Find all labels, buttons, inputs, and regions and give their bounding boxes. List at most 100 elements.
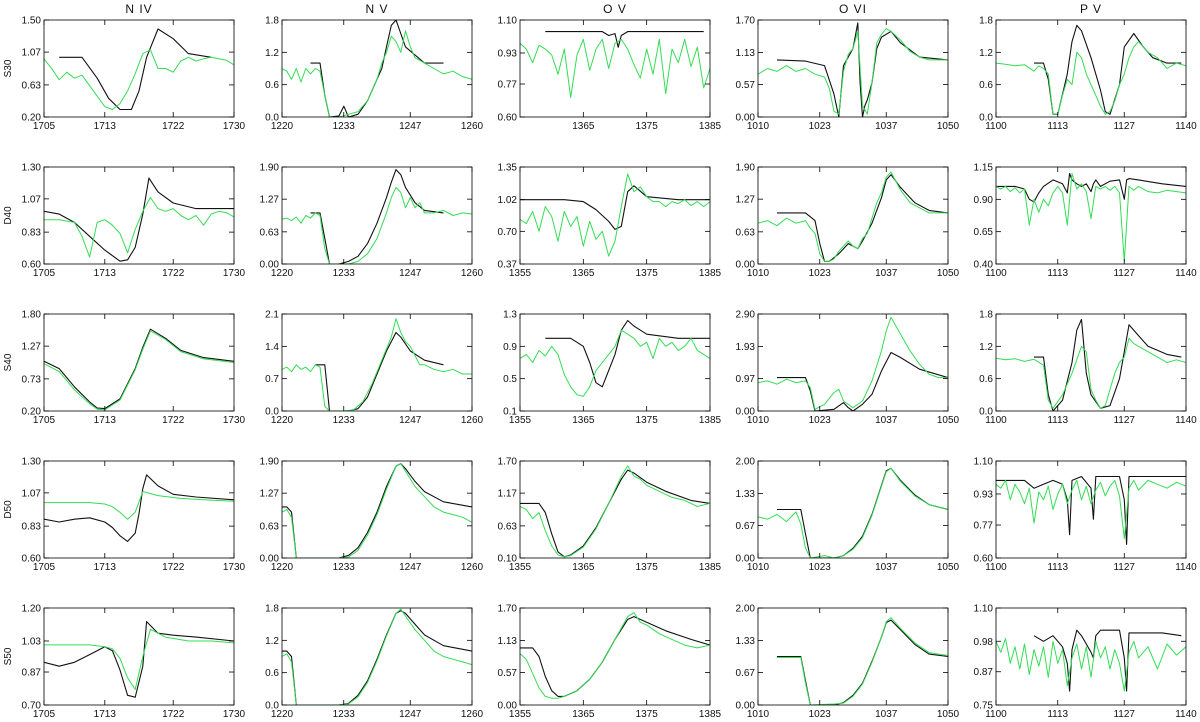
- panel-d50-n-iv-xtick-label: 1730: [223, 562, 246, 573]
- panel-s30-p-v-ytick-label: 0.6: [979, 80, 993, 91]
- panel-s30-n-iv-ytick-label: 1.50: [22, 16, 42, 27]
- panel-s30-o-v-xtick-label: 1385: [699, 121, 722, 132]
- panel-d50-p-v: 1100 1113 1127 1140 0.60 0.77 0.93 1.10: [974, 457, 1198, 574]
- panel-d40-n-v-frame: [281, 166, 473, 265]
- panel-s50-n-iv-observed-line: [44, 628, 234, 690]
- panel-s40-n-iv-ytick-label: 0.20: [22, 407, 42, 418]
- panel-d50-p-v-model-line: [996, 475, 1186, 545]
- panel-s40-n-v-xtick-label: 1233: [333, 415, 356, 426]
- panel-d40-n-v-xtick-label: 1260: [461, 268, 484, 279]
- panel-d50-n-iv-xtick-label: 1713: [94, 562, 117, 573]
- panel-s40-o-v-xtick-label: 1385: [699, 415, 722, 426]
- panel-s50-n-v-model-line: [282, 610, 472, 705]
- panel-d40-p-v-ytick-label: 1.15: [974, 163, 994, 174]
- panel-s50-n-v-ytick-label: 1.2: [265, 636, 279, 647]
- panel-s30-o-v-ytick-label: 0.93: [498, 48, 518, 59]
- panel-s50-n-v-observed-line: [282, 608, 472, 705]
- panel-s30-n-v-xtick-label: 1260: [461, 121, 484, 132]
- panel-d40-o-vi-observed-line: [758, 171, 948, 262]
- panel-s30-o-vi-frame: [757, 19, 949, 118]
- panel-d50-n-v: 1220 1233 1247 1260 0.00 0.63 1.27 1.90: [260, 457, 484, 574]
- panel-d40-o-vi-xtick-label: 1037: [875, 268, 898, 279]
- panel-d50-n-v-ytick-label: 1.27: [260, 489, 280, 500]
- panel-d40-n-iv-xtick-label: 1722: [162, 268, 185, 279]
- panel-s30-n-iv-model-line: [59, 28, 212, 111]
- panel-s40-p-v-ytick-label: 1.8: [979, 310, 993, 321]
- panel-s40-o-v-frame: [519, 313, 711, 412]
- panel-s30-n-iv-ytick-label: 1.07: [22, 48, 42, 59]
- panel-d40-o-v-ytick-label: 1.35: [498, 163, 518, 174]
- panel-s50-p-v-ytick-label: 0.98: [974, 637, 994, 648]
- row-label-d40: D40: [3, 206, 14, 225]
- panel-s30-n-iv-observed-line: [44, 49, 234, 110]
- panel-d40-o-vi-ytick-label: 1.27: [736, 195, 756, 206]
- panel-d40-p-v-xtick-label: 1113: [1047, 268, 1068, 279]
- panel-s40-p-v-observed-line: [996, 337, 1186, 409]
- panel-d40-o-vi-frame: [757, 166, 949, 265]
- panel-d40-n-iv-xtick-label: 1705: [33, 268, 56, 279]
- panel-s30-p-v-ytick-label: 0.0: [979, 113, 993, 124]
- panel-s50-n-iv-ytick-label: 0.70: [22, 701, 42, 712]
- panel-d40-n-v-ytick-label: 1.27: [260, 195, 280, 206]
- panel-d50-o-vi-observed-line: [758, 467, 948, 558]
- panel-s50-o-v-model-line: [520, 616, 710, 697]
- panel-s30-o-v-xtick-label: 1365: [572, 121, 595, 132]
- panel-d40-o-vi-xtick-label: 1010: [747, 268, 770, 279]
- panel-s50-o-vi-xtick-label: 1010: [747, 709, 770, 720]
- panel-s50-n-iv-ytick-label: 0.87: [22, 668, 42, 679]
- panel-s30-n-iv-xtick-label: 1705: [33, 121, 56, 132]
- panel-s40-o-vi-ytick-label: 0.97: [736, 374, 756, 385]
- panel-s40-p-v-model-line: [1034, 318, 1182, 411]
- panel-s50-o-vi-frame: [757, 607, 949, 706]
- panel-s30-o-vi-ytick-label: 0.57: [736, 80, 756, 91]
- panel-d40-n-iv-observed-line: [44, 197, 234, 258]
- panel-d50-o-vi-frame: [757, 460, 949, 559]
- panel-s50-p-v-model-line: [1033, 629, 1182, 692]
- panel-d50-n-iv-frame: [43, 460, 235, 559]
- panel-s30-n-v-frame: [281, 19, 473, 118]
- panel-d50-p-v-frame: [995, 460, 1187, 559]
- panel-d40-n-v-observed-line: [282, 186, 472, 264]
- panel-d40-o-vi-ytick-label: 0.00: [736, 260, 756, 271]
- panel-s40-o-vi-observed-line: [758, 316, 948, 410]
- panel-d50-n-iv: 1705 1713 1722 1730 0.60 0.83 1.07 1.30: [22, 457, 246, 574]
- panel-s40-o-v: 1355 1365 1375 1385 0.1 0.5 0.9 1.3: [503, 310, 721, 427]
- panel-s30-n-v-xtick-label: 1233: [333, 121, 356, 132]
- panel-d40-o-vi-xtick-label: 1023: [809, 268, 832, 279]
- panel-s50-n-v-xtick-label: 1233: [333, 709, 356, 720]
- panel-s40-o-vi-xtick-label: 1010: [747, 415, 770, 426]
- panel-s40-n-iv-ytick-label: 1.27: [22, 342, 42, 353]
- panel-s30-o-vi-xtick-label: 1050: [937, 121, 960, 132]
- panel-s50-n-v-ytick-label: 1.8: [265, 604, 279, 615]
- panel-d50-p-v-ytick-label: 0.60: [974, 554, 994, 565]
- panel-s50-n-iv-xtick-label: 1713: [94, 709, 117, 720]
- panel-s40-n-iv-xtick-label: 1722: [162, 415, 185, 426]
- panel-d50-n-iv-ytick-label: 1.30: [22, 457, 42, 468]
- panel-s30-n-iv-xtick-label: 1722: [162, 121, 185, 132]
- panel-s30-n-iv: 1705 1713 1722 1730 0.20 0.63 1.07 1.50: [22, 16, 246, 133]
- panel-d40-n-v-ytick-label: 0.63: [260, 227, 280, 238]
- column-title-p-v: P V: [1080, 2, 1102, 16]
- panel-s30-n-v-ytick-label: 1.8: [265, 16, 279, 27]
- panel-s50-n-v-frame: [281, 607, 473, 706]
- panel-s50-o-v-ytick-label: 0.57: [498, 668, 518, 679]
- panel-d40-o-v-model-line: [520, 185, 710, 230]
- panel-d50-p-v-xtick-label: 1100: [985, 562, 1007, 573]
- panel-d40-o-v-xtick-label: 1385: [699, 268, 722, 279]
- panel-d50-p-v-ytick-label: 0.77: [974, 521, 994, 532]
- panel-s30-p-v-xtick-label: 1100: [985, 121, 1007, 132]
- panel-s30-o-vi-xtick-label: 1037: [875, 121, 898, 132]
- panel-s30-n-v-xtick-label: 1247: [399, 121, 422, 132]
- panel-d40-o-v-observed-line: [520, 173, 710, 257]
- panel-s40-p-v-xtick-label: 1127: [1113, 415, 1135, 426]
- panel-d50-o-v-ytick-label: 1.70: [498, 457, 518, 468]
- panel-s50-n-v: 1220 1233 1247 1260 0.0 0.6 1.2 1.8: [265, 604, 483, 721]
- panel-s50-n-v-ytick-label: 0.6: [265, 668, 279, 679]
- panel-s50-o-vi: 1010 1023 1037 1050 0.00 0.67 1.33 2.00: [736, 604, 960, 721]
- panel-d40-n-iv-xtick-label: 1713: [94, 268, 117, 279]
- panel-s30-p-v-xtick-label: 1113: [1047, 121, 1068, 132]
- panel-s50-p-v-ytick-label: 0.75: [974, 701, 994, 712]
- panel-d40-p-v-ytick-label: 0.90: [974, 195, 994, 206]
- panel-d50-n-v-xtick-label: 1260: [461, 562, 484, 573]
